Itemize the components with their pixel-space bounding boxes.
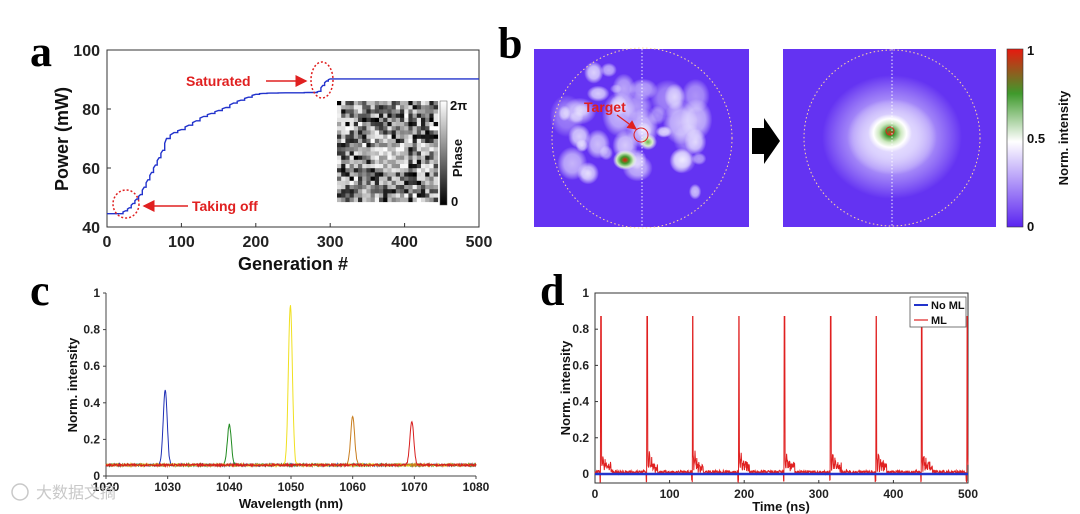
x-tick-label-c: 1040 <box>216 480 243 494</box>
x-tick-label-a: 300 <box>317 234 344 251</box>
x-tick-label-a: 400 <box>391 234 418 251</box>
panel-label-d: d <box>540 266 564 315</box>
legend-label-ml: ML <box>931 315 947 327</box>
y-tick-label-a: 100 <box>73 43 100 60</box>
colorbar-tick-0.5: 0.5 <box>1027 131 1045 146</box>
phase-colorbar <box>439 100 448 206</box>
x-tick-label-d: 0 <box>592 487 599 501</box>
x-tick-label-d: 400 <box>883 487 903 501</box>
target-circle <box>633 127 649 143</box>
y-tick-label-c: 1 <box>93 286 100 300</box>
phase-mask-inset: 2π 0 Phase <box>337 98 467 209</box>
x-axis-label-c: Wavelength (nm) <box>239 496 343 511</box>
x-tick-label-d: 200 <box>734 487 754 501</box>
speckle-before-image: Target <box>534 47 749 229</box>
chart-c: 1020 1030 1040 1050 1060 1070 1080 0 0.2 0.4 0.6 0.… <box>65 286 490 511</box>
y-axis-label-d: Norm. intensity <box>558 340 573 435</box>
y-tick-label-c: 0 <box>93 469 100 483</box>
taking-off-annotation: Taking off <box>192 198 258 214</box>
chart-a: 0 100 200 300 400 500 40 60 80 100 Saturated Taki… <box>52 43 492 274</box>
y-tick-label-d: 0.8 <box>572 322 589 336</box>
colorbar-tick-0: 0 <box>1027 219 1034 234</box>
taking-off-marker <box>112 189 140 219</box>
y-tick-label-c: 0.2 <box>83 432 100 446</box>
colorbar-label: Norm. intensity <box>1056 90 1071 185</box>
right-arrow-icon <box>752 118 780 164</box>
x-tick-label-a: 100 <box>168 234 195 251</box>
panel-label-b: b <box>498 19 522 68</box>
panel-label-a: a <box>30 27 52 76</box>
x-tick-label-c: 1060 <box>339 480 366 494</box>
x-tick-label-c: 1030 <box>154 480 181 494</box>
target-arrow <box>616 114 637 130</box>
y-tick-label-d: 0.4 <box>572 395 589 409</box>
phase-max-label: 2π <box>450 98 467 113</box>
target-annotation: Target <box>584 99 626 115</box>
y-tick-label-c: 0.4 <box>83 396 100 410</box>
plot-frame-a <box>106 49 480 228</box>
y-axis-label-c: Norm. intensity <box>65 337 80 432</box>
x-tick-label-d: 500 <box>958 487 978 501</box>
y-axis-label-a: Power (mW) <box>52 87 72 191</box>
watermark-logo-icon <box>11 483 29 501</box>
x-tick-label-a: 200 <box>242 234 269 251</box>
aperture-circle-before <box>551 47 733 229</box>
aperture-circle-after <box>803 49 981 227</box>
x-tick-label-d: 300 <box>809 487 829 501</box>
watermark: 大数据文摘 <box>11 483 116 502</box>
x-tick-label-d: 100 <box>660 487 680 501</box>
spectrum-line-1070-nm <box>105 420 477 469</box>
x-tick-label-c: 1050 <box>278 480 305 494</box>
speckle-after-image <box>783 49 996 227</box>
y-tick-label-d: 0.2 <box>572 431 589 445</box>
legend-label-no-ml: No ML <box>931 300 965 312</box>
saturated-marker <box>310 61 334 99</box>
intensity-colorbar: 1 0.5 0 Norm. intensity <box>1006 43 1071 234</box>
x-tick-label-a: 500 <box>466 234 493 251</box>
x-tick-label-c: 1080 <box>463 480 490 494</box>
spectrum-line-1030-nm <box>105 389 477 468</box>
y-tick-label-d: 0.6 <box>572 358 589 372</box>
y-tick-label-a: 40 <box>82 220 100 237</box>
y-tick-label-a: 60 <box>82 161 100 178</box>
power-series-line <box>107 78 479 215</box>
saturated-annotation: Saturated <box>186 73 251 89</box>
y-tick-label-c: 0.8 <box>83 323 100 337</box>
y-tick-label-a: 80 <box>82 102 100 119</box>
colorbar-tick-1: 1 <box>1027 43 1034 58</box>
x-axis-label-d: Time (ns) <box>752 499 810 514</box>
x-axis-label-a: Generation # <box>238 254 348 274</box>
phase-label: Phase <box>450 139 465 177</box>
y-tick-label-c: 0.6 <box>83 359 100 373</box>
phase-min-label: 0 <box>451 194 458 209</box>
spectrum-line-1050-nm <box>105 305 477 468</box>
y-tick-label-d: 1 <box>582 286 589 300</box>
y-tick-label-d: 0 <box>582 467 589 481</box>
watermark-text: 大数据文摘 <box>36 483 116 502</box>
panel-label-c: c <box>30 266 50 315</box>
legend-d: No ML ML <box>909 296 967 328</box>
spectrum-line-1060-nm <box>105 415 477 469</box>
chart-b: Target 1 0.5 0 Norm. intensity <box>534 43 1071 234</box>
x-tick-label-a: 0 <box>103 234 112 251</box>
x-tick-label-c: 1020 <box>93 480 120 494</box>
ml-series-line <box>594 316 969 484</box>
x-tick-label-c: 1070 <box>401 480 428 494</box>
